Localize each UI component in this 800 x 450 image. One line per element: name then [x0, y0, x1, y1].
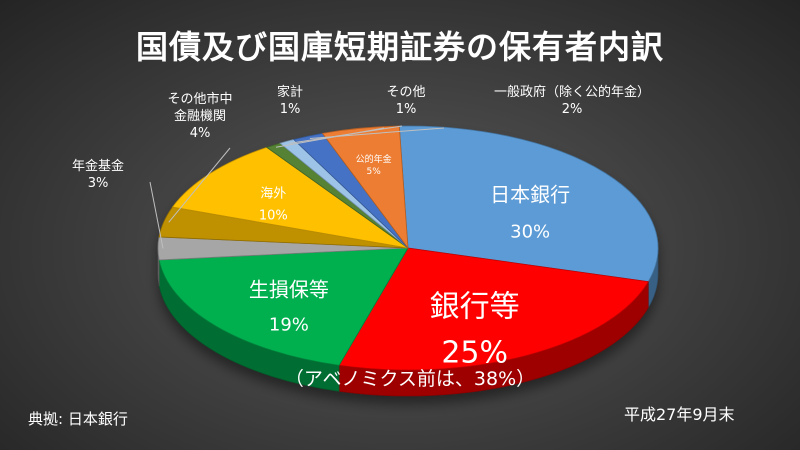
slice-label-8-name: 一般政府（除く公的年金）: [494, 84, 650, 100]
slice-label-7-value: 1%: [396, 102, 417, 117]
slice-label-5-name: 海外: [260, 186, 286, 201]
chart-title: 国債及び国庫短期証券の保有者内訳: [135, 28, 664, 66]
leader-line-3: [149, 181, 164, 249]
slice-label-9-name: 公的年金: [356, 153, 392, 165]
chart-source: 典拠: 日本銀行: [28, 410, 128, 428]
slice-label-6-name: 家計: [277, 84, 303, 100]
leader-line-8: [309, 127, 445, 139]
slice-label-3-value: 3%: [88, 176, 109, 191]
slice-label-3-name: 年金基金: [72, 158, 124, 174]
pie-slice-2: [158, 247, 409, 366]
leader-line-7: [289, 125, 403, 144]
slice-label-5-value: 10%: [259, 208, 288, 223]
pie-slice-0: [398, 125, 659, 283]
slice-label-0-value: 30%: [510, 221, 550, 242]
slice-label-2-value: 19%: [269, 314, 309, 335]
slice-label-1-name: 銀行等: [430, 290, 520, 325]
pie-slice-1: [338, 247, 649, 371]
slice-label-0-name: 日本銀行: [490, 182, 570, 206]
pie-slice-5: [171, 146, 409, 249]
slice-label-7-name: その他: [386, 85, 425, 100]
chart-date: 平成27年9月末: [624, 405, 735, 424]
slice-label-9-value: 5%: [367, 167, 382, 177]
chart-annotation: （アベノミクス前は、38%）: [285, 368, 535, 390]
slice-label-4-value: 4%: [190, 126, 211, 141]
slice-label-1-value: 25%: [441, 336, 508, 371]
slice-label-2-name: 生損保等: [249, 277, 329, 301]
slice-label-4-name: その他市中金融機関: [167, 91, 232, 124]
slice-label-6-value: 1%: [280, 102, 301, 117]
leader-line-4: [168, 147, 231, 223]
slice-label-8-value: 2%: [562, 102, 583, 117]
